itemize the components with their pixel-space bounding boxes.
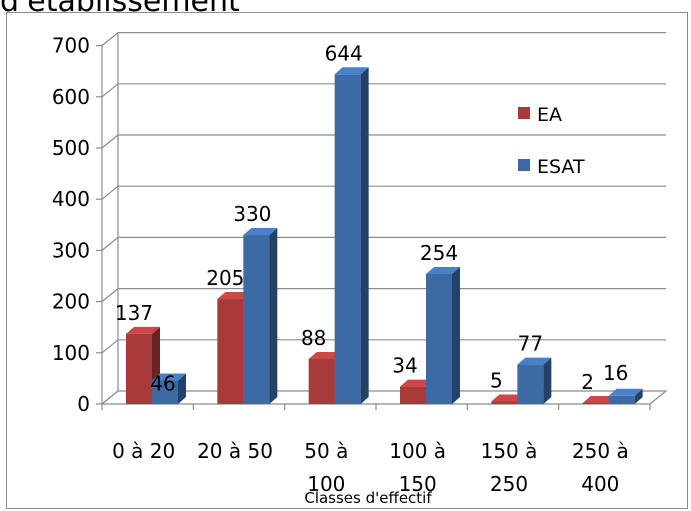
data-label-esat: 46 — [150, 371, 175, 395]
bar-side-esat — [269, 228, 278, 404]
legend-swatch-ea — [518, 107, 530, 119]
bar-ea — [126, 333, 152, 404]
data-label-esat: 16 — [603, 361, 628, 385]
bar-top-esat — [608, 388, 643, 396]
bar-chart: 0 100 200 300 400 500 600 700 137 46 205 330 88 644 34… — [52, 32, 668, 507]
data-label-ea: 34 — [392, 354, 417, 378]
x-tick-label: 100 — [307, 472, 345, 496]
y-tick-label: 100 — [52, 341, 90, 365]
x-tick-label: 250 — [490, 472, 528, 496]
y-tick-label: 700 — [52, 34, 90, 58]
bar-top-ea — [491, 394, 526, 402]
x-tick-label: 250 à — [572, 439, 629, 463]
bar-ea — [582, 402, 609, 404]
y-tick-label: 200 — [52, 290, 90, 314]
bar-top-esat — [152, 373, 186, 381]
bar-side-esat — [360, 67, 369, 404]
legend-swatch-esat — [518, 159, 530, 171]
legend-label-esat: ESAT — [537, 156, 585, 178]
x-tick-label: 400 — [581, 472, 619, 496]
legend-label-ea: EA — [537, 104, 562, 126]
bar-esat — [608, 395, 635, 404]
gridline-side — [101, 32, 119, 47]
chart-area: 0 100 200 300 400 500 600 700 137 46 205 330 88 644 34… — [6, 12, 688, 509]
data-label-ea: 137 — [115, 301, 153, 325]
bar-top-ea — [582, 395, 617, 403]
y-tick-label: 500 — [52, 136, 90, 160]
data-label-ea: 88 — [301, 326, 326, 350]
bar-top-ea — [308, 351, 343, 359]
bar-side-esat — [452, 266, 460, 404]
bar-side-esat — [543, 357, 552, 404]
y-tick-label: 300 — [52, 238, 90, 262]
bar-esat — [334, 74, 361, 404]
x-tick-label: 150 — [399, 472, 437, 496]
bar-top-esat — [334, 67, 369, 75]
y-tick-label: 0 — [77, 392, 90, 416]
bar-esat — [517, 364, 544, 404]
bar-side-esat — [178, 373, 186, 404]
x-tick-label: 100 à — [389, 439, 446, 463]
bar-side-esat — [634, 388, 643, 404]
data-label-esat: 330 — [233, 202, 271, 226]
x-tick-label: 20 à 50 — [197, 439, 273, 463]
bar-top-esat — [426, 266, 460, 274]
bar-top-esat — [517, 357, 552, 365]
bar-top-esat — [243, 228, 278, 236]
data-label-esat: 644 — [325, 41, 363, 65]
data-label-esat: 254 — [420, 241, 458, 265]
bar-ea — [308, 358, 335, 404]
gridline-side — [101, 339, 119, 354]
data-label-ea: 2 — [581, 370, 594, 394]
x-axis-title: Classes d'effectif — [304, 489, 432, 507]
gridline-side — [101, 134, 119, 149]
bar-top-ea — [217, 292, 252, 300]
bar-esat — [243, 235, 270, 404]
bar-ea — [491, 401, 518, 404]
bar-ea — [400, 386, 426, 404]
data-label-ea: 5 — [490, 368, 503, 392]
bar-ea — [217, 299, 244, 404]
bar-esat — [152, 380, 178, 404]
y-tick-label: 400 — [52, 187, 90, 211]
x-tick-label: 150 à — [481, 439, 538, 463]
x-tick-label: 0 à 20 — [112, 439, 175, 463]
data-label-ea: 205 — [206, 266, 244, 290]
x-tick-label: 50 à — [304, 439, 348, 463]
y-tick-label: 600 — [52, 85, 90, 109]
bar-top-ea — [400, 379, 434, 387]
bar-top-ea — [126, 326, 160, 334]
bar-esat — [426, 273, 452, 404]
gridline-side — [101, 236, 119, 251]
data-label-esat: 77 — [518, 332, 543, 356]
gridline-side — [101, 185, 119, 200]
gridline-side — [101, 83, 119, 98]
gridline-side — [101, 288, 119, 303]
